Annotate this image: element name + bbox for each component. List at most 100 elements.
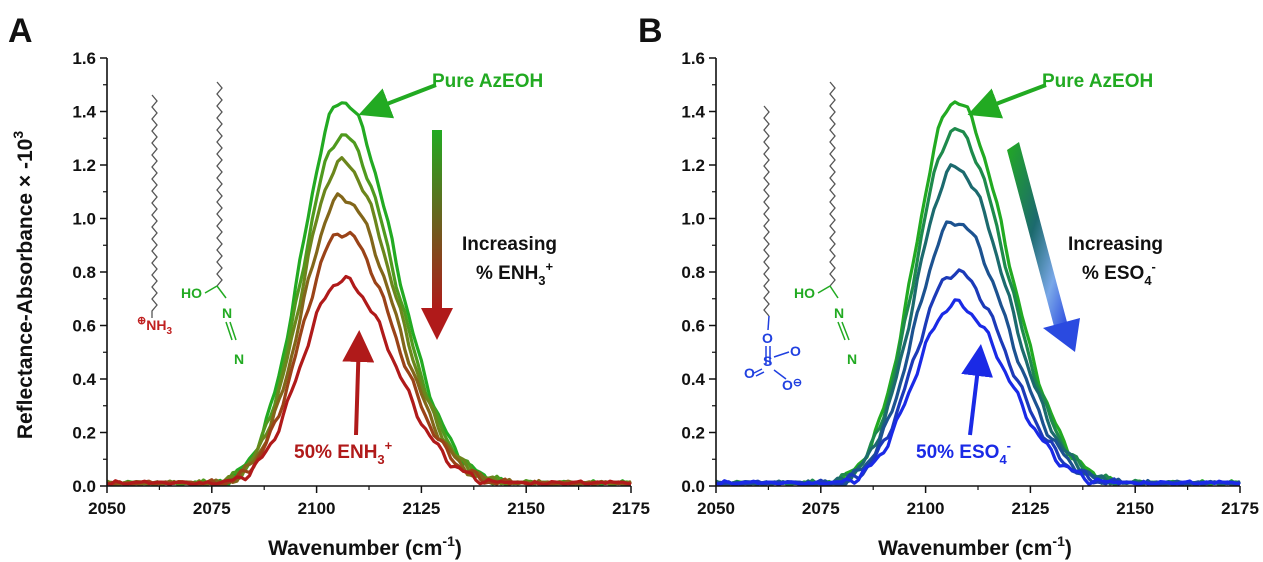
- x-axis-title-a-text: Wavenumber (cm: [268, 537, 442, 560]
- enh3-arrow: [342, 330, 375, 436]
- enh3-nh: NH: [146, 317, 166, 333]
- molecule-azeoh-b: HO N N: [794, 81, 857, 367]
- y-tick-label: 1.4: [681, 103, 705, 122]
- azide-n3: N: [847, 351, 857, 367]
- eso4-50-main: 50% ESO: [916, 442, 999, 463]
- y-tick-label: 0.8: [72, 263, 96, 282]
- hydroxyl-label: HO: [181, 285, 202, 301]
- bond: [753, 368, 763, 374]
- alkyl-chain: [829, 81, 836, 287]
- y-tick-label: 1.6: [681, 49, 705, 68]
- bond: [841, 321, 850, 341]
- enh3-50-sub: 3: [377, 452, 384, 467]
- sulfate-o-minus: O⊖: [782, 377, 802, 393]
- sulfate-o-left: O: [744, 365, 755, 381]
- trend-label-2-sub: 3: [538, 273, 545, 288]
- x-axis-title-b: Wavenumber (cm-1): [878, 533, 1072, 560]
- azide-n1: N: [222, 305, 232, 321]
- y-tick-label: 1.0: [72, 210, 96, 229]
- y-tick-label: 0.4: [681, 370, 705, 389]
- trend-label-1: Increasing: [462, 234, 557, 255]
- y-tick-label: 0.6: [72, 317, 96, 336]
- azide-n3: N: [234, 351, 244, 367]
- y-tick-label: 0.0: [72, 477, 96, 496]
- x-tick-label: 2125: [402, 499, 440, 518]
- x-tick-label: 2050: [697, 499, 735, 518]
- molecule-eso4: O S O O O⊖: [744, 105, 802, 393]
- minus-charge-icon: ⊖: [793, 377, 802, 389]
- x-axis-title-a-sup: -1: [442, 533, 455, 549]
- x-axis-title-b-end: ): [1065, 537, 1072, 560]
- x-tick-label: 2125: [1011, 499, 1049, 518]
- enh3-50-sup: +: [385, 438, 393, 453]
- eso4-50-sup: -: [1007, 438, 1011, 453]
- panel-b: B O S O O O⊖ HO N N Pure AzEOH: [638, 12, 1259, 518]
- enh3-sub: 3: [166, 326, 172, 337]
- trend-label-2-main: % ENH: [476, 263, 538, 284]
- x-tick-label: 2050: [88, 499, 126, 518]
- y-tick-label: 0.0: [681, 477, 705, 496]
- panel-a: A Reflectance-Absorbance × -103 ⊕NH3 HO …: [8, 12, 650, 518]
- azide-n1: N: [834, 305, 844, 321]
- y-axis-title: Reflectance-Absorbance × -103: [10, 131, 37, 440]
- plot-area-a: 0.0 0.2 0.4 0.6 0.8 1.0 1.2 1.4 1.6 2050 2075 2100 2…: [72, 49, 650, 518]
- pure-azeoh-label: Pure AzEOH: [432, 71, 543, 92]
- sulfate-o-minus-o: O: [782, 377, 793, 393]
- bond: [229, 321, 237, 341]
- y-tick-label: 1.0: [681, 210, 705, 229]
- spectrum-line: [715, 298, 1241, 487]
- trend-arrow-head: [421, 308, 453, 340]
- y-tick-label: 0.2: [681, 424, 705, 443]
- sulfate-s: S: [763, 353, 772, 369]
- pure-arrow: [358, 83, 437, 119]
- molecule-azeoh-a: HO N N: [181, 81, 244, 367]
- sulfate-o-right: O: [790, 343, 801, 359]
- plot-area-b: 0.0 0.2 0.4 0.6 0.8 1.0 1.2 1.4 1.6 2050 2075 2100 2…: [681, 49, 1259, 518]
- trend-label-2-sub: 4: [1144, 273, 1152, 288]
- y-tick-label: 1.2: [72, 156, 96, 175]
- y-tick-label: 0.4: [72, 370, 96, 389]
- alkyl-chain: [216, 81, 223, 287]
- eso4-50-label: 50% ESO4-: [916, 438, 1011, 467]
- enh3-headgroup: ⊕NH3: [137, 315, 172, 337]
- bond: [767, 315, 770, 331]
- x-tick-label: 2075: [193, 499, 231, 518]
- x-tick-label: 2100: [298, 499, 336, 518]
- trend-label-2: % ENH3+: [476, 259, 554, 288]
- trend-label-2-sup: -: [1152, 259, 1156, 274]
- bond: [773, 351, 790, 358]
- trend-label-1: Increasing: [1068, 234, 1163, 255]
- hydroxyl-label: HO: [794, 285, 815, 301]
- trend-label-2-sup: +: [546, 259, 554, 274]
- bond: [204, 285, 218, 294]
- trend-arrow-head: [1043, 318, 1080, 352]
- bond: [829, 285, 839, 299]
- y-tick-label: 0.8: [681, 263, 705, 282]
- y-tick-label: 0.6: [681, 317, 705, 336]
- x-tick-label: 2150: [1116, 499, 1154, 518]
- alkyl-chain: [151, 94, 158, 318]
- eso4-arrow: [961, 344, 994, 436]
- x-axis-title-a-end: ): [455, 537, 462, 560]
- y-tick-label: 1.2: [681, 156, 705, 175]
- y-axis-title-text: Reflectance-Absorbance × -10: [14, 139, 37, 440]
- bond: [225, 321, 233, 341]
- bond: [755, 371, 765, 377]
- spectrum-line: [106, 156, 632, 487]
- x-axis-title-a: Wavenumber (cm-1): [268, 533, 462, 560]
- x-tick-label: 2100: [907, 499, 945, 518]
- y-tick-label: 1.6: [72, 49, 96, 68]
- trend-label-2-main: % ESO: [1082, 263, 1144, 284]
- alkyl-chain: [763, 105, 770, 317]
- eso4-50-sub: 4: [999, 452, 1007, 467]
- bond: [837, 321, 846, 341]
- trend-arrow-shaft: [1007, 142, 1067, 330]
- bond: [773, 369, 787, 380]
- enh3-50-label: 50% ENH3+: [294, 438, 393, 467]
- panel-a-letter: A: [8, 12, 33, 50]
- y-tick-label: 0.2: [72, 424, 96, 443]
- spectrum-line: [106, 274, 632, 487]
- panel-b-letter: B: [638, 12, 663, 50]
- spectrum-line: [715, 127, 1241, 487]
